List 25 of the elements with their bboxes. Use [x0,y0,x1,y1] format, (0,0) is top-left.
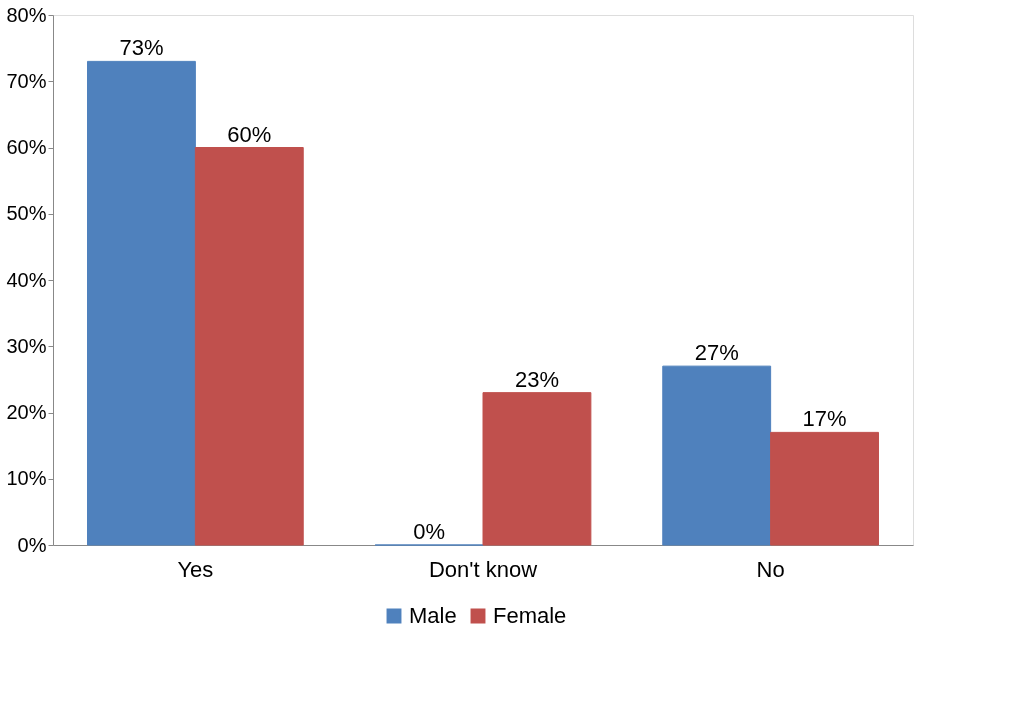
y-tick-label: 40% [6,268,47,291]
bar [482,392,592,546]
data-label: 23% [514,366,559,392]
data-label: 27% [694,340,739,366]
x-tick-label: No [756,556,785,582]
y-tick-label: 0% [17,533,47,556]
bar [87,60,196,546]
y-tick-label: 10% [6,467,47,490]
y-tick-label: 80% [6,3,47,26]
data-label: 60% [227,121,272,147]
bar [662,365,772,546]
data-label: 73% [119,35,164,61]
y-tick-label: 60% [6,136,47,158]
y-tick-label: 50% [6,202,47,225]
bar [770,431,879,546]
x-tick-label: Yes [177,556,214,582]
legend-label: Male [409,603,457,628]
y-tick-label: 30% [6,334,47,357]
x-tick-label: Don't know [428,556,538,582]
y-tick-label: 70% [6,69,47,92]
data-label: 17% [802,406,847,432]
legend-label: Female [493,603,567,628]
y-tick-label: 20% [6,401,47,423]
bar [194,147,304,546]
data-label: 0% [413,519,445,544]
